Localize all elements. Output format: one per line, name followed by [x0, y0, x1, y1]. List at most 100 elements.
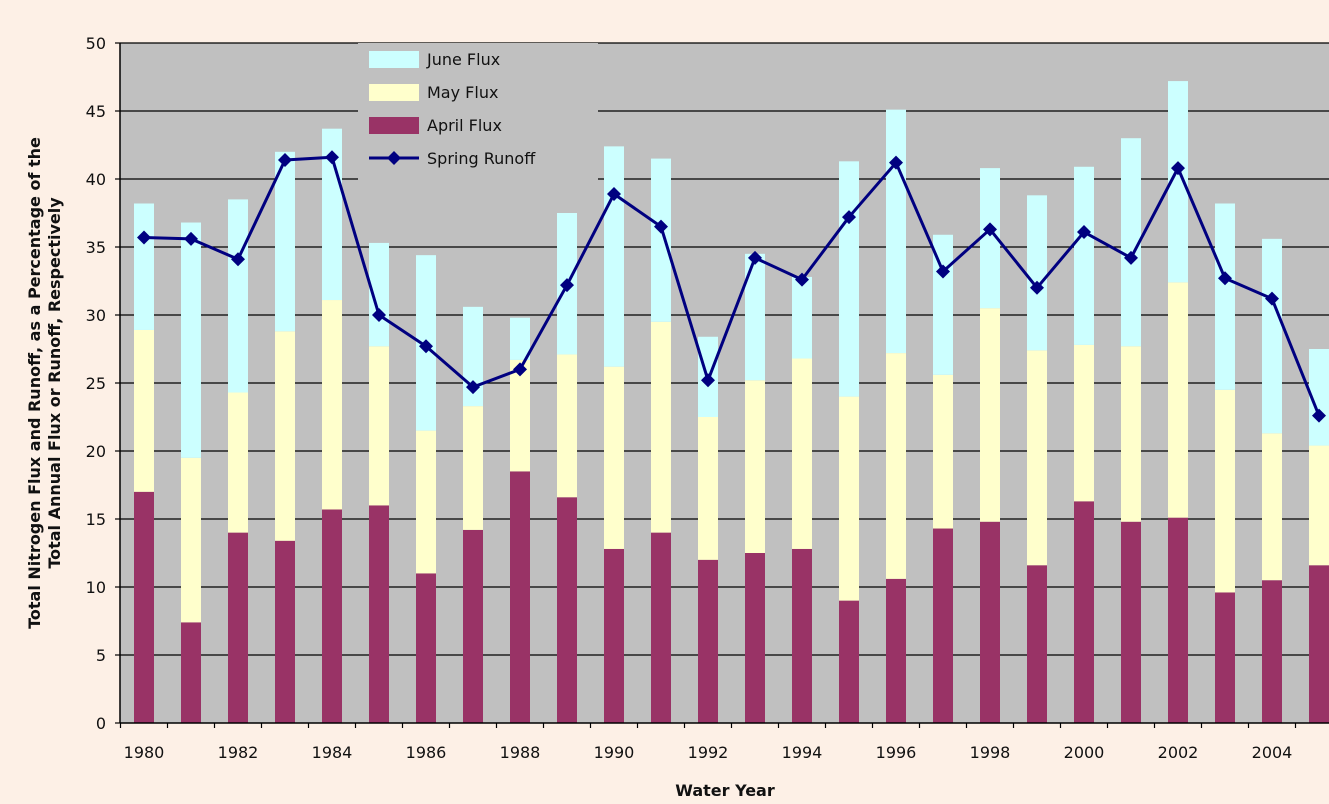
point-spring-runoff-1990 [607, 186, 621, 201]
point-spring-runoff-1994 [795, 272, 809, 287]
bar-june-flux-1999 [1027, 195, 1047, 351]
bar-may-flux-1996 [886, 353, 906, 579]
bar-april-flux-1993 [745, 553, 765, 723]
bar-series [134, 81, 1329, 723]
bar-may-flux-2003 [1215, 389, 1235, 593]
bar-may-flux-1985 [369, 346, 389, 506]
bar-april-flux-2000 [1074, 501, 1094, 723]
point-spring-runoff-1992 [701, 373, 715, 388]
x-tick-label-1996: 1996 [876, 743, 917, 762]
y-tick-label-35: 35 [86, 238, 106, 257]
bar-may-flux-1989 [557, 354, 577, 498]
line-series [137, 150, 1326, 423]
bar-june-flux-1994 [792, 276, 812, 359]
x-tick-label-1986: 1986 [406, 743, 447, 762]
bar-april-flux-1983 [275, 540, 295, 723]
bar-june-flux-1995 [839, 161, 859, 397]
x-tick-label-1988: 1988 [500, 743, 541, 762]
point-spring-runoff-1982 [231, 252, 245, 267]
point-spring-runoff-1988 [513, 362, 527, 377]
bar-june-flux-1996 [886, 109, 906, 354]
bar-may-flux-1987 [463, 406, 483, 530]
bar-june-flux-1985 [369, 242, 389, 347]
y-tick-label-40: 40 [86, 170, 106, 189]
y-axis-title-line2: Total Annual Flux or Runoff, Respectivel… [45, 197, 64, 569]
bar-june-flux-1982 [228, 199, 248, 393]
point-spring-runoff-1987 [466, 380, 480, 395]
x-tick-label-1990: 1990 [594, 743, 635, 762]
x-axis-title: Water Year [675, 781, 775, 800]
y-tick-label-5: 5 [96, 646, 106, 665]
bar-may-flux-1997 [933, 374, 953, 529]
y-tick-label-0: 0 [96, 714, 106, 733]
bar-may-flux-1980 [134, 329, 154, 492]
y-axis-title-line1: Total Nitrogen Flux and Runoff, as a Per… [25, 137, 44, 629]
x-tick-label-1980: 1980 [124, 743, 165, 762]
x-tick-label-2000: 2000 [1064, 743, 1105, 762]
point-spring-runoff-1995 [842, 210, 856, 225]
point-spring-runoff-1980 [137, 230, 151, 245]
x-tick-label-1994: 1994 [782, 743, 823, 762]
bar-june-flux-1983 [275, 151, 295, 332]
bar-april-flux-1981 [181, 622, 201, 723]
bar-april-flux-1998 [980, 521, 1000, 723]
legend-label-april-flux: April Flux [427, 116, 502, 135]
bar-may-flux-1992 [698, 417, 718, 560]
bar-may-flux-1994 [792, 358, 812, 549]
bar-april-flux-2003 [1215, 592, 1235, 723]
x-tick-label-2004: 2004 [1252, 743, 1293, 762]
bar-april-flux-1989 [557, 497, 577, 723]
x-tick-label-1984: 1984 [312, 743, 353, 762]
bar-may-flux-2002 [1168, 282, 1188, 518]
bar-may-flux-1983 [275, 331, 295, 541]
bar-may-flux-1984 [322, 300, 342, 510]
y-tick-label-20: 20 [86, 442, 106, 461]
bar-april-flux-1988 [510, 471, 530, 723]
point-spring-runoff-1983 [278, 152, 292, 167]
bar-june-flux-2000 [1074, 166, 1094, 345]
series-line-spring-runoff [143, 155, 1321, 417]
bar-april-flux-2005 [1309, 565, 1329, 723]
bar-may-flux-2005 [1309, 445, 1329, 566]
point-spring-runoff-2005 [1312, 408, 1326, 423]
bar-april-flux-1995 [839, 600, 859, 723]
bar-june-flux-1991 [651, 158, 671, 322]
x-tick-label-1982: 1982 [218, 743, 259, 762]
bar-may-flux-2001 [1121, 346, 1141, 522]
legend-label-may-flux: May Flux [427, 83, 498, 102]
bar-may-flux-1988 [510, 359, 530, 472]
bar-april-flux-2004 [1262, 580, 1282, 723]
x-tick-label-2002: 2002 [1158, 743, 1199, 762]
y-tick-label-25: 25 [86, 374, 106, 393]
bar-june-flux-2002 [1168, 81, 1188, 283]
bar-april-flux-1985 [369, 505, 389, 723]
bar-june-flux-1988 [510, 317, 530, 360]
legend-label-spring-runoff: Spring Runoff [427, 149, 536, 168]
bar-april-flux-1994 [792, 548, 812, 723]
bar-april-flux-1992 [698, 559, 718, 723]
bar-june-flux-1990 [604, 146, 624, 367]
point-spring-runoff-1991 [654, 219, 668, 234]
y-axis-title: Total Nitrogen Flux and Runoff, as a Per… [25, 137, 64, 629]
bar-may-flux-1982 [228, 392, 248, 533]
bar-june-flux-2004 [1262, 238, 1282, 434]
bar-april-flux-1982 [228, 532, 248, 723]
point-spring-runoff-1993 [748, 250, 762, 265]
legend-swatch-june-flux [369, 51, 419, 68]
bar-april-flux-1986 [416, 573, 436, 723]
bar-june-flux-2003 [1215, 203, 1235, 390]
bar-june-flux-1980 [134, 203, 154, 330]
legend-swatch-april-flux [369, 117, 419, 134]
point-spring-runoff-1998 [983, 222, 997, 237]
bar-may-flux-2000 [1074, 344, 1094, 502]
y-tick-label-50: 50 [86, 34, 106, 53]
bar-june-flux-1993 [745, 253, 765, 381]
bar-april-flux-1984 [322, 509, 342, 723]
bar-may-flux-1999 [1027, 350, 1047, 566]
point-spring-runoff-2004 [1265, 291, 1279, 306]
y-tick-label-30: 30 [86, 306, 106, 325]
bar-april-flux-1991 [651, 532, 671, 723]
point-spring-runoff-1997 [936, 264, 950, 279]
point-spring-runoff-1989 [560, 278, 574, 293]
